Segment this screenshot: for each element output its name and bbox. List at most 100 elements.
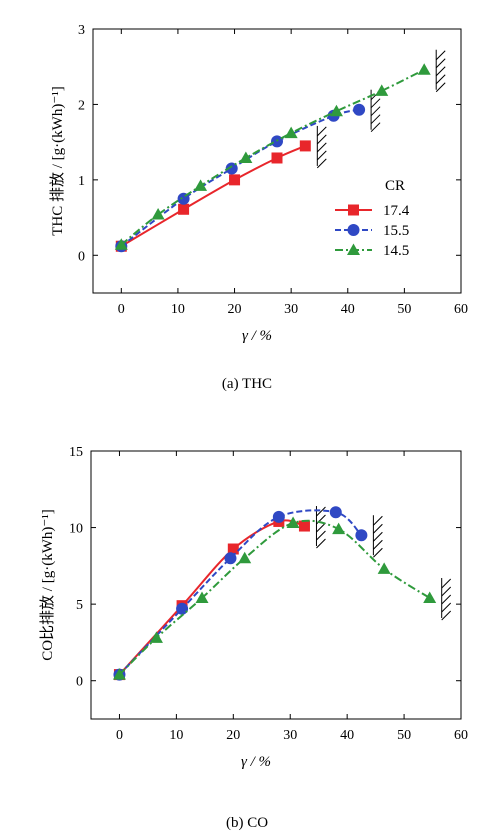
data-point: [298, 520, 310, 532]
x-tick-label: 30: [284, 302, 298, 317]
hatch-stroke: [316, 134, 327, 145]
data-point: [377, 562, 391, 574]
data-point: [271, 152, 283, 164]
y-axis-label: THC 排放 / [g·(kWh)⁻¹]: [49, 86, 66, 235]
hatch-stroke: [441, 594, 452, 605]
x-tick-label: 10: [169, 728, 183, 743]
data-point: [284, 126, 298, 139]
hatch-stroke: [441, 602, 452, 613]
data-point: [299, 140, 311, 152]
x-tick-label: 0: [118, 302, 125, 317]
data-point: [417, 63, 431, 75]
legend: CR 17.4 15.5 14.5: [335, 178, 410, 259]
data-point: [355, 529, 368, 542]
hatch-stroke: [373, 539, 383, 550]
data-point: [114, 238, 128, 250]
series-17.4: [115, 125, 327, 252]
data-point: [238, 551, 252, 564]
y-tick-label: 1: [78, 174, 85, 189]
x-tick-label: 10: [171, 302, 185, 317]
legend-label: 17.4: [383, 203, 410, 219]
hatch-stroke: [373, 523, 383, 534]
x-axis-label: γ / %: [242, 328, 272, 344]
legend-title: CR: [385, 178, 405, 194]
y-tick-label: 0: [76, 675, 83, 690]
x-tick-label: 0: [116, 728, 123, 743]
hatch-stroke: [441, 578, 452, 589]
x-tick-label: 60: [454, 302, 468, 317]
chart-caption: (b) CO: [226, 815, 268, 831]
x-tick-label: 30: [283, 728, 297, 743]
x-tick-label: 50: [397, 728, 411, 743]
hatch-stroke: [316, 126, 327, 137]
legend-marker: [347, 243, 360, 255]
y-tick-label: 2: [78, 98, 85, 113]
chart-caption: (a) THC: [222, 376, 272, 392]
hatch-stroke: [373, 531, 383, 542]
hatch-stroke: [370, 114, 381, 125]
hatch-stroke: [370, 122, 381, 133]
series-14.5: [112, 516, 452, 680]
limit-hatch: [315, 506, 326, 549]
data-point: [149, 631, 163, 643]
y-tick-label: 5: [76, 598, 83, 613]
x-tick-label: 20: [226, 728, 240, 743]
hatch-stroke: [441, 610, 452, 621]
legend-label: 14.5: [383, 243, 409, 259]
data-point: [353, 103, 366, 116]
y-tick-label: 10: [69, 522, 83, 537]
x-tick-label: 20: [228, 302, 242, 317]
limit-hatch: [441, 578, 452, 621]
data-point: [329, 506, 342, 519]
chart-panel-1: 0 10 20 30 40 50 60 0 1 2 3 γ / % THC 排放 / [g·(kWh)⁻…: [49, 23, 468, 392]
data-point: [227, 543, 239, 555]
hatch-stroke: [441, 586, 452, 597]
hatch-stroke: [435, 66, 446, 77]
data-point: [239, 151, 253, 163]
data-point: [272, 510, 285, 523]
hatch-stroke: [435, 74, 446, 85]
hatch-stroke: [316, 522, 326, 533]
hatch-stroke: [435, 50, 446, 61]
series-line: [118, 519, 431, 676]
legend-marker: [348, 204, 359, 216]
data-point: [178, 203, 190, 215]
x-axis-label: γ / %: [241, 754, 271, 770]
hatch-stroke: [373, 547, 383, 558]
hatch-stroke: [370, 98, 381, 109]
hatch-stroke: [316, 158, 327, 169]
y-tick-label: 3: [78, 23, 85, 38]
data-point: [423, 591, 437, 604]
hatch-stroke: [370, 106, 381, 117]
y-axis-label: CO比排放 / [g·(kWh)⁻¹]: [39, 509, 56, 661]
limit-hatch: [316, 125, 327, 169]
legend-marker: [347, 224, 360, 236]
hatch-stroke: [316, 538, 326, 549]
data-point: [225, 162, 238, 175]
x-tick-label: 40: [341, 302, 355, 317]
data-point: [224, 552, 237, 565]
hatch-stroke: [316, 142, 327, 153]
hatch-stroke: [316, 150, 327, 161]
hatch-stroke: [435, 58, 446, 69]
y-tick-label: 15: [69, 445, 83, 460]
data-point: [229, 174, 241, 186]
limit-hatch: [435, 49, 446, 93]
data-point: [194, 179, 208, 191]
data-point: [176, 602, 189, 615]
x-tick-label: 60: [454, 728, 468, 743]
x-tick-label: 40: [340, 728, 354, 743]
series-14.5: [114, 49, 446, 250]
y-tick-label: 0: [78, 249, 85, 264]
hatch-stroke: [373, 515, 383, 526]
hatch-stroke: [316, 506, 326, 517]
data-point: [375, 84, 389, 96]
data-point: [329, 104, 343, 117]
hatch-stroke: [316, 530, 326, 541]
data-point: [286, 516, 300, 528]
chart-panel-2: 0 10 20 30 40 50 60 0 5 10 15 γ / % CO比排放 / [g·(kWh)…: [39, 445, 468, 831]
series-17.4: [113, 506, 326, 681]
hatch-stroke: [435, 82, 446, 93]
series-line: [118, 509, 363, 676]
